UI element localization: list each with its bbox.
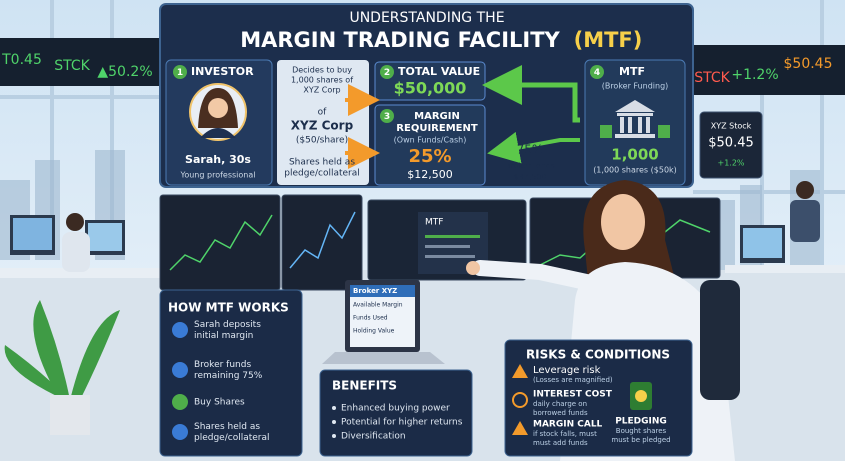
bullet (332, 406, 336, 410)
risk-desc: if stock falls, must (533, 430, 597, 438)
investor-description: Young professional (180, 171, 256, 180)
risk-desc: borrowed funds (533, 409, 588, 417)
risk-desc: daily charge on (533, 400, 587, 408)
ticker-right-board (693, 45, 845, 95)
panel-title: RISKS & CONDITIONS (526, 348, 670, 362)
decision-text: Decides to buy (292, 66, 352, 75)
mtf-subtitle: (Broker Funding) (602, 82, 669, 91)
avatar (189, 83, 247, 141)
risk-desc: Bought shares (616, 427, 667, 435)
arrow (482, 65, 580, 123)
laptop-title: Broker XYZ (353, 287, 397, 295)
lend-percent: 75% (517, 143, 544, 157)
investor-name: Sarah, 30s (185, 153, 251, 166)
header-title: MARGIN TRADING FACILITY (240, 28, 560, 52)
decision-text: 1,000 shares of (291, 76, 353, 85)
benefit-item: Enhanced buying power (341, 404, 450, 414)
risk-desc: must add funds (533, 439, 588, 447)
step-badge (173, 65, 187, 79)
how-step: pledge/collateral (194, 433, 270, 443)
screen-title: MTF (425, 218, 443, 228)
how-step: remaining 75% (194, 371, 263, 381)
step-number: 3 (384, 112, 390, 122)
how-step: Shares held as (194, 422, 260, 432)
how-step: Buy Shares (194, 398, 245, 408)
risk-title: Leverage risk (533, 365, 601, 376)
laptop-row: Available Margin (353, 302, 403, 309)
margin-percent: 25% (408, 146, 451, 167)
bullet (332, 434, 336, 438)
laptop-row: Holding Value (353, 328, 395, 335)
decision-text: pledge/collateral (284, 169, 360, 179)
arrow (487, 131, 580, 164)
how-step: Sarah deposits (194, 320, 261, 330)
step-title: REQUIREMENT (396, 123, 478, 134)
coworker-left (10, 213, 125, 272)
step-title: MARGIN (414, 111, 460, 122)
lend-amount: $37,500 (513, 173, 546, 182)
risk-title: MARGIN CALL (533, 420, 603, 430)
plant (4, 300, 120, 435)
coworker-right (725, 181, 845, 273)
how-step: Broker funds (194, 360, 251, 370)
decision-company: XYZ Corp (291, 119, 354, 133)
step-number: 1 (177, 68, 183, 78)
lend-label: Broker lends (505, 162, 555, 171)
step-title: TOTAL VALUE (398, 65, 480, 78)
risks-panel (504, 339, 693, 457)
step-title: INVESTOR (191, 65, 254, 78)
decision-price: ($50/share) (296, 136, 348, 146)
ticker-text: T0.45 (1, 52, 42, 68)
mtf-note: (1,000 shares ($50k) (593, 166, 677, 175)
step-badge (590, 65, 604, 79)
ticker-text: STCK (54, 58, 90, 74)
sign-change: +1.2% (717, 159, 744, 168)
benefit-item: Diversification (341, 432, 406, 442)
step-badge (380, 109, 394, 123)
desk-left (0, 268, 160, 278)
header-line1: UNDERSTANDING THE (349, 10, 504, 26)
sign-name: XYZ Stock (711, 122, 752, 131)
risk-title: PLEDGING (615, 417, 667, 427)
laptop-row: Funds Used (353, 315, 388, 322)
step-number: 4 (594, 68, 600, 78)
how-panel (159, 289, 303, 457)
panel-title: HOW MTF WORKS (168, 301, 289, 315)
risk-title: INTEREST COST (533, 390, 613, 400)
margin-amount: $12,500 (407, 168, 453, 181)
total-value: $50,000 (394, 79, 467, 98)
ticker-text: +1.2% (731, 67, 778, 83)
ticker-text: $50.45 (784, 56, 833, 72)
risk-desc: must be pledged (611, 436, 670, 444)
margin-subtitle: (Own Funds/Cash) (394, 136, 467, 145)
decision-text: of (318, 108, 328, 118)
benefits-panel (319, 369, 473, 457)
ticker-text: ▲50.2% (97, 64, 152, 80)
laptop (322, 280, 445, 364)
decision-text: XYZ Corp (303, 86, 340, 95)
step-title: MTF (619, 65, 645, 78)
ticker-left-board (0, 38, 160, 86)
bank-icon (600, 100, 670, 138)
bullet (332, 420, 336, 424)
step-number: 2 (384, 68, 390, 78)
decision-text: Shares held as (289, 158, 355, 168)
how-icons (172, 322, 188, 440)
stock-sign-board (699, 111, 763, 179)
risk-desc: (Losses are magnified) (533, 376, 613, 384)
mtf-amount: 1,000 (611, 146, 658, 164)
benefit-item: Potential for higher returns (341, 418, 463, 428)
ticker-text: STCK (694, 70, 730, 86)
sign-price: $50.45 (708, 136, 754, 151)
risk-icons (512, 364, 652, 435)
header-accent: (MTF) (574, 28, 643, 52)
step-badge (380, 65, 394, 79)
panel-title: BENEFITS (332, 379, 397, 393)
how-step: initial margin (194, 331, 253, 341)
